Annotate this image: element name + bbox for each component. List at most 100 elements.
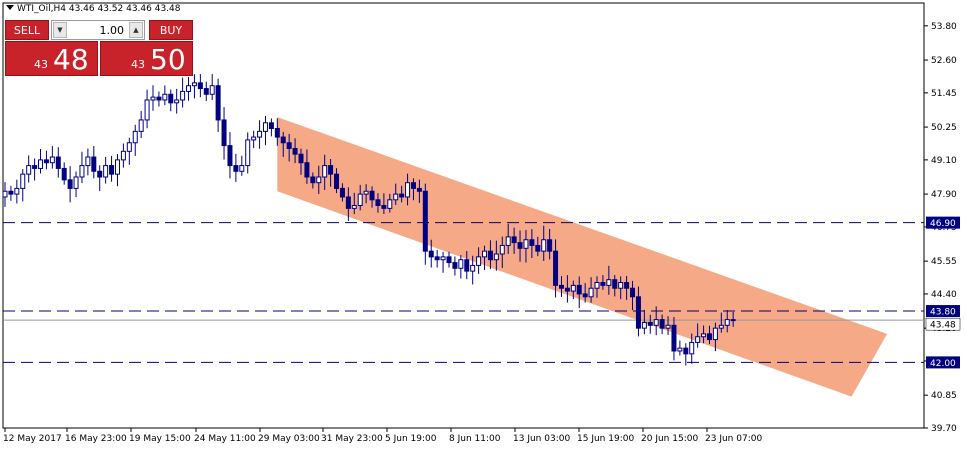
candle-body: [683, 347, 689, 355]
candle-body: [268, 122, 274, 130]
candle-body: [363, 190, 369, 195]
candle-body: [126, 142, 132, 152]
candle-body: [55, 156, 61, 169]
x-tick-label: 15 Jun 19:00: [577, 434, 634, 444]
y-tick-label: 51.45: [931, 89, 957, 99]
candle-body: [724, 319, 730, 326]
candle-body: [659, 319, 665, 329]
candle-body: [203, 88, 209, 95]
candle-body: [239, 165, 245, 172]
candle-body: [529, 239, 535, 246]
candle-body: [209, 85, 215, 95]
candle-body: [73, 176, 79, 189]
symbol-dropdown-icon[interactable]: [6, 5, 14, 10]
x-tick-label: 5 Jun 19:00: [385, 434, 437, 444]
candle-body: [274, 128, 280, 138]
level-label-bg: [926, 305, 960, 318]
candle-body: [470, 264, 476, 272]
candle-body: [339, 187, 345, 198]
candle-body: [38, 159, 44, 169]
candle-body: [387, 199, 393, 209]
buy-price-button[interactable]: 43 50: [100, 41, 193, 76]
candle-body: [26, 165, 32, 175]
candle-body: [612, 279, 618, 289]
candle-body: [541, 239, 547, 252]
candle-body: [701, 333, 707, 338]
buy-button[interactable]: BUY: [149, 20, 193, 40]
candle-body: [712, 327, 718, 341]
chart-frame: [2, 2, 925, 429]
candle-body: [251, 136, 257, 141]
candle-body: [280, 136, 286, 144]
x-tick-label: 31 May 23:00: [321, 434, 383, 444]
x-tick-label: 8 Jun 11:00: [449, 434, 501, 444]
candle-body: [144, 99, 150, 121]
candle-body: [109, 165, 115, 175]
candle-body: [730, 319, 736, 322]
x-tick-label: 16 May 23:00: [65, 434, 127, 444]
x-tick-label: 29 May 03:00: [258, 434, 320, 444]
candle-body: [695, 336, 701, 343]
candle-body: [150, 96, 156, 101]
x-tick-label: 20 Jun 15:00: [641, 434, 698, 444]
candle-body: [582, 293, 588, 298]
candle-body: [233, 165, 239, 172]
chevron-up-icon[interactable]: ▲: [129, 22, 143, 38]
candle-body: [132, 130, 138, 144]
candle-body: [600, 282, 606, 286]
candle-body: [635, 296, 641, 329]
candle-body: [304, 162, 310, 178]
candle-body: [2, 190, 8, 198]
level-label: 43.80: [930, 308, 956, 318]
candle-body: [564, 287, 570, 292]
candle-body: [570, 284, 576, 292]
candle-body: [718, 324, 724, 329]
candle-body: [180, 90, 186, 101]
candle-body: [464, 259, 470, 272]
chevron-down-icon[interactable]: ▼: [53, 22, 67, 38]
sell-button[interactable]: SELL: [5, 20, 49, 40]
candle-body: [422, 190, 428, 252]
sell-price-main: 48: [53, 43, 89, 76]
lot-size-input[interactable]: [70, 21, 126, 39]
candle-body: [227, 145, 233, 167]
candle-body: [351, 205, 357, 209]
candle-body: [410, 182, 416, 189]
candle-body: [641, 321, 647, 329]
candle-body: [434, 256, 440, 261]
candle-body: [588, 287, 594, 298]
candle-body: [647, 321, 653, 326]
candle-body: [653, 319, 659, 326]
candle-body: [298, 153, 304, 164]
candle-body: [79, 165, 85, 178]
candle-body: [689, 341, 695, 355]
candle-body: [316, 176, 322, 184]
candle-body: [671, 324, 677, 352]
candle-body: [665, 324, 671, 329]
candle-body: [345, 196, 351, 209]
candle-body: [156, 96, 162, 101]
candle-body: [114, 159, 120, 175]
candle-body: [535, 244, 541, 252]
candle-body: [8, 190, 14, 195]
candle-body: [706, 333, 712, 341]
y-tick-label: 53.80: [931, 22, 957, 32]
candle-body: [103, 165, 109, 178]
level-label: 42.00: [930, 359, 956, 369]
buy-price-prefix: 43: [131, 58, 145, 71]
candle-body: [476, 256, 482, 266]
one-click-trading-panel: SELL ▼ ▲ BUY 43 48 43 50: [5, 20, 193, 76]
channel-shape: [277, 117, 888, 397]
candle-body: [357, 193, 363, 207]
candle-body: [594, 282, 600, 289]
x-tick-label: 24 May 11:00: [194, 434, 256, 444]
y-tick-label: 40.85: [931, 391, 957, 401]
candle-body: [14, 187, 20, 195]
candle-body: [334, 173, 340, 189]
candle-body: [416, 187, 422, 192]
candle-body: [375, 199, 381, 207]
candle-body: [286, 142, 292, 149]
lot-size-stepper[interactable]: ▼ ▲: [51, 20, 145, 40]
candle-body: [487, 250, 493, 261]
sell-price-button[interactable]: 43 48: [5, 41, 98, 76]
